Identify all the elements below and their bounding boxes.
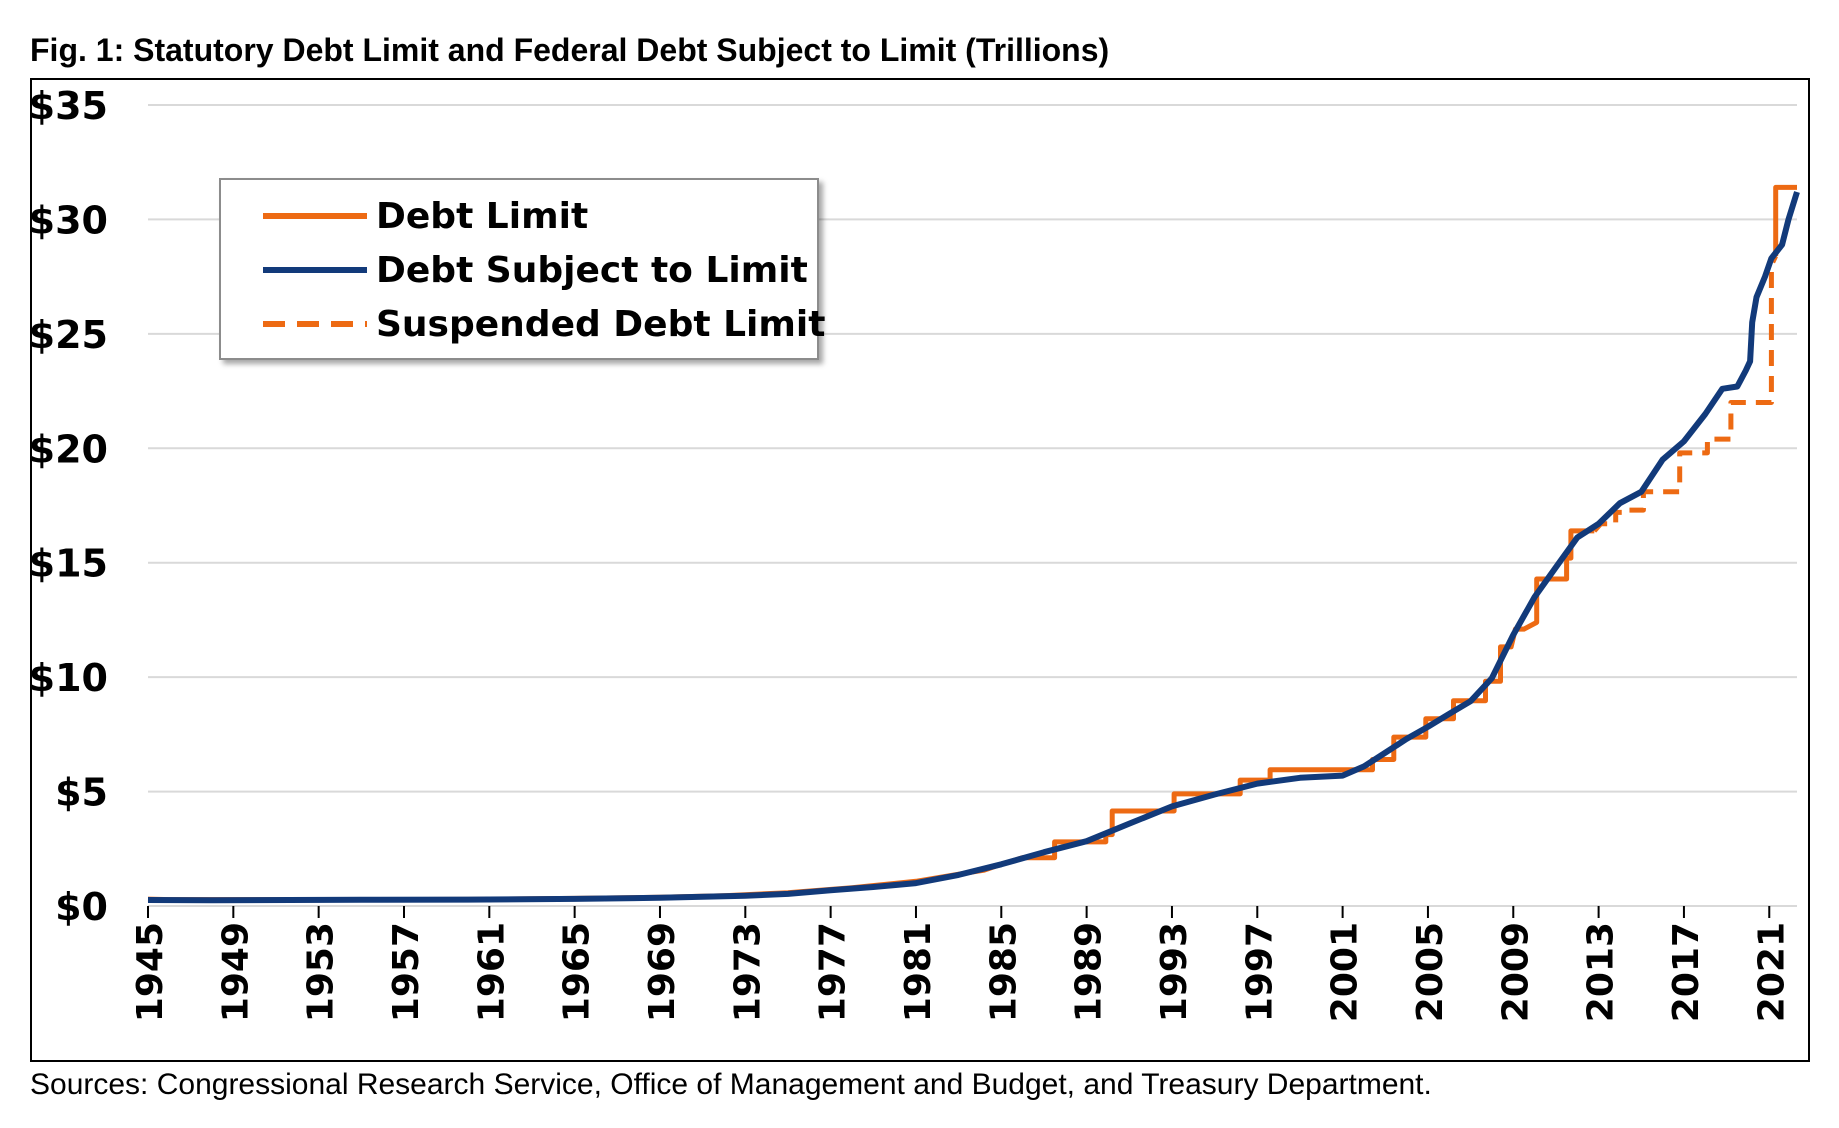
y-tick-label: $15 <box>29 542 108 586</box>
legend: Debt Limit Debt Subject to Limit Suspend… <box>219 178 825 360</box>
x-tick-label: 1953 <box>301 922 342 1022</box>
x-tick-label: 1957 <box>386 922 427 1022</box>
legend-item-debt-limit: Debt Limit <box>221 188 817 244</box>
series-line-debt-subject-to-limit <box>147 191 1800 904</box>
legend-item-debt-subject: Debt Subject to Limit <box>221 242 817 298</box>
chart-frame <box>30 78 1810 1062</box>
x-tick-label: 2021 <box>1751 922 1792 1022</box>
x-tick-label: 1965 <box>557 922 598 1022</box>
x-tick-label: 2017 <box>1666 922 1707 1022</box>
y-tick-label: $5 <box>55 771 108 815</box>
series-line-suspended-debt-limit <box>1592 254 1778 533</box>
x-tick-label: 1985 <box>983 922 1024 1022</box>
y-tick-label: $20 <box>29 427 108 471</box>
legend-label: Suspended Debt Limit <box>376 303 826 345</box>
x-tick-label: 1989 <box>1069 922 1110 1022</box>
x-tick-label: 1997 <box>1239 922 1280 1022</box>
x-tick-label: 1969 <box>642 922 683 1022</box>
chart-title: Fig. 1: Statutory Debt Limit and Federal… <box>30 32 1110 68</box>
x-tick-label: 1949 <box>215 922 256 1022</box>
legend-label: Debt Subject to Limit <box>376 249 808 291</box>
series-line-debt-limit <box>147 528 1595 903</box>
y-tick-label: $10 <box>29 656 108 700</box>
source-note: Sources: Congressional Research Service,… <box>30 1068 1432 1101</box>
y-tick-label: $25 <box>29 313 108 357</box>
y-tick-label: $30 <box>29 198 108 242</box>
legend-swatch-solid-orange <box>263 213 367 219</box>
x-tick-label: 1961 <box>471 922 512 1022</box>
x-tick-label: 2001 <box>1325 922 1366 1022</box>
x-tick-label: 2009 <box>1495 922 1536 1022</box>
x-tick-label: 1993 <box>1154 922 1195 1022</box>
legend-label: Debt Limit <box>376 195 589 237</box>
x-tick-label: 1977 <box>813 922 854 1022</box>
legend-swatch-solid-navy <box>263 267 367 273</box>
legend-swatch-dashed-orange <box>263 321 367 327</box>
x-tick-label: 2005 <box>1410 922 1451 1022</box>
x-tick-label: 1945 <box>130 922 171 1022</box>
legend-item-suspended: Suspended Debt Limit <box>221 296 825 352</box>
x-tick-label: 1973 <box>727 922 768 1022</box>
y-tick-label: $0 <box>55 885 108 929</box>
y-tick-label: $35 <box>29 84 108 128</box>
x-tick-label: 1981 <box>898 922 939 1022</box>
x-tick-label: 2013 <box>1581 922 1622 1022</box>
series-line-debt-limit <box>1773 184 1797 256</box>
